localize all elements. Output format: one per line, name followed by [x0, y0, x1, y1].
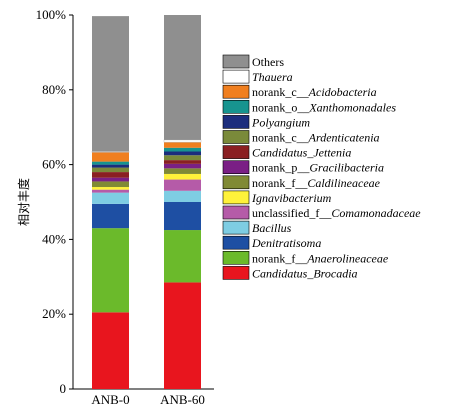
x-ticks: ANB-0 ANB-60: [91, 392, 205, 407]
bar-segment: [164, 202, 201, 231]
legend-swatch: [222, 84, 250, 99]
legend-label: Thauera: [252, 70, 293, 84]
legend-label-taxon: Candidatus_Brocadia: [252, 266, 358, 280]
legend-label-taxon: Caldilineaceae: [307, 176, 380, 190]
bar-segment: [164, 163, 201, 169]
legend-label: Ignavibacterium: [251, 191, 332, 205]
legend-swatch: [222, 69, 250, 84]
bar-segment: [92, 172, 129, 178]
legend-label: unclassified_f__Comamonadaceae: [252, 206, 421, 220]
legend-swatch: [222, 205, 250, 220]
bar-segment: [92, 164, 129, 168]
legend-label-prefix: norank_o__: [252, 100, 310, 114]
legend-label-taxon: Gracilibacteria: [309, 161, 384, 175]
legend-label-taxon: Denitratisoma: [251, 236, 321, 250]
legend-label-taxon: Ignavibacterium: [251, 191, 332, 205]
y-axis-label: 相对丰度: [16, 178, 31, 226]
legend-label-taxon: Bacillus: [252, 221, 292, 235]
bar-segment: [164, 179, 201, 191]
bar-segment: [92, 152, 129, 162]
legend-label: norank_c__Acidobacteria: [252, 85, 377, 99]
bar-segment: [92, 187, 129, 190]
bars: [91, 15, 202, 389]
legend-label: Candidatus_Brocadia: [252, 266, 358, 280]
legend-label-taxon: Candidatus_Jettenia: [252, 146, 351, 160]
bar-segment: [92, 312, 129, 389]
bar-segment: [164, 147, 201, 152]
legend-label-prefix: Others: [252, 55, 284, 69]
bar-segment: [164, 142, 201, 148]
legend-label-prefix: norank_p__: [252, 161, 310, 175]
bar-segment: [92, 192, 129, 204]
legend: OthersThaueranorank_c__Acidobacterianora…: [222, 54, 421, 280]
legend-label: norank_o__Xanthomonadales: [252, 100, 396, 114]
bar-segment: [92, 177, 129, 182]
legend-label: norank_p__Gracilibacteria: [252, 161, 384, 175]
bar-segment: [91, 151, 130, 153]
bar-segment: [164, 151, 201, 156]
legend-label-prefix: norank_c__: [252, 131, 310, 145]
legend-swatch: [222, 130, 250, 144]
legend-label-taxon: Acidobacteria: [308, 85, 377, 99]
x-tick-label: ANB-60: [160, 392, 205, 407]
bar-segment: [164, 173, 201, 180]
legend-label-taxon: Polyangium: [251, 115, 310, 129]
y-tick-label: 0: [60, 381, 67, 396]
bar-segment: [164, 230, 201, 283]
legend-label: norank_f__Caldilineaceae: [252, 176, 381, 190]
legend-swatch: [222, 115, 250, 129]
legend-swatch: [222, 54, 250, 69]
legend-label-prefix: unclassified_f__: [252, 206, 332, 220]
legend-label-prefix: norank_f__: [252, 251, 308, 265]
bar-segment: [164, 190, 201, 202]
y-ticks: 0 20% 40% 60% 80% 100%: [36, 7, 73, 396]
legend-label-taxon: Ardenticatenia: [308, 131, 380, 145]
bar-segment: [92, 228, 129, 313]
bar-segment: [164, 282, 201, 389]
bar-segment: [92, 161, 129, 165]
y-tick-label: 60%: [42, 157, 66, 172]
bar-segment: [164, 155, 201, 161]
legend-label-taxon: Comamonadaceae: [331, 206, 421, 220]
bar-segment: [164, 15, 201, 140]
y-tick-label: 80%: [42, 82, 66, 97]
legend-label-taxon: Anaerolineaceae: [306, 251, 389, 265]
legend-swatch: [222, 235, 250, 250]
legend-swatch: [222, 145, 250, 159]
legend-label: Bacillus: [252, 221, 292, 235]
legend-label-taxon: Thauera: [252, 70, 293, 84]
legend-label: Candidatus_Jettenia: [252, 146, 351, 160]
legend-label-taxon: Xanthomonadales: [308, 100, 396, 114]
bar-segment: [92, 189, 129, 193]
legend-swatch: [222, 190, 250, 205]
legend-label-prefix: norank_f__: [252, 176, 308, 190]
bar-segment: [92, 203, 129, 229]
legend-label: norank_f__Anaerolineaceae: [252, 251, 389, 265]
bar-segment: [163, 139, 202, 143]
legend-swatch: [222, 100, 250, 114]
legend-label: Others: [252, 55, 284, 69]
legend-swatch: [222, 160, 250, 174]
bar-segment: [92, 167, 129, 173]
bar-segment: [164, 168, 201, 174]
y-tick-label: 100%: [36, 7, 67, 22]
x-tick-label: ANB-0: [91, 392, 129, 407]
legend-label-prefix: norank_c__: [252, 85, 310, 99]
legend-label: norank_c__Ardenticatenia: [252, 131, 380, 145]
bar-segment: [164, 160, 201, 164]
legend-label: Denitratisoma: [251, 236, 321, 250]
legend-label: Polyangium: [251, 115, 310, 129]
bar-segment: [92, 16, 129, 152]
legend-swatch: [222, 266, 250, 280]
bar-segment: [92, 181, 129, 188]
legend-swatch: [222, 220, 250, 235]
legend-swatch: [222, 251, 250, 265]
y-tick-label: 20%: [42, 306, 66, 321]
y-tick-label: 40%: [42, 231, 66, 246]
legend-swatch: [222, 175, 250, 190]
